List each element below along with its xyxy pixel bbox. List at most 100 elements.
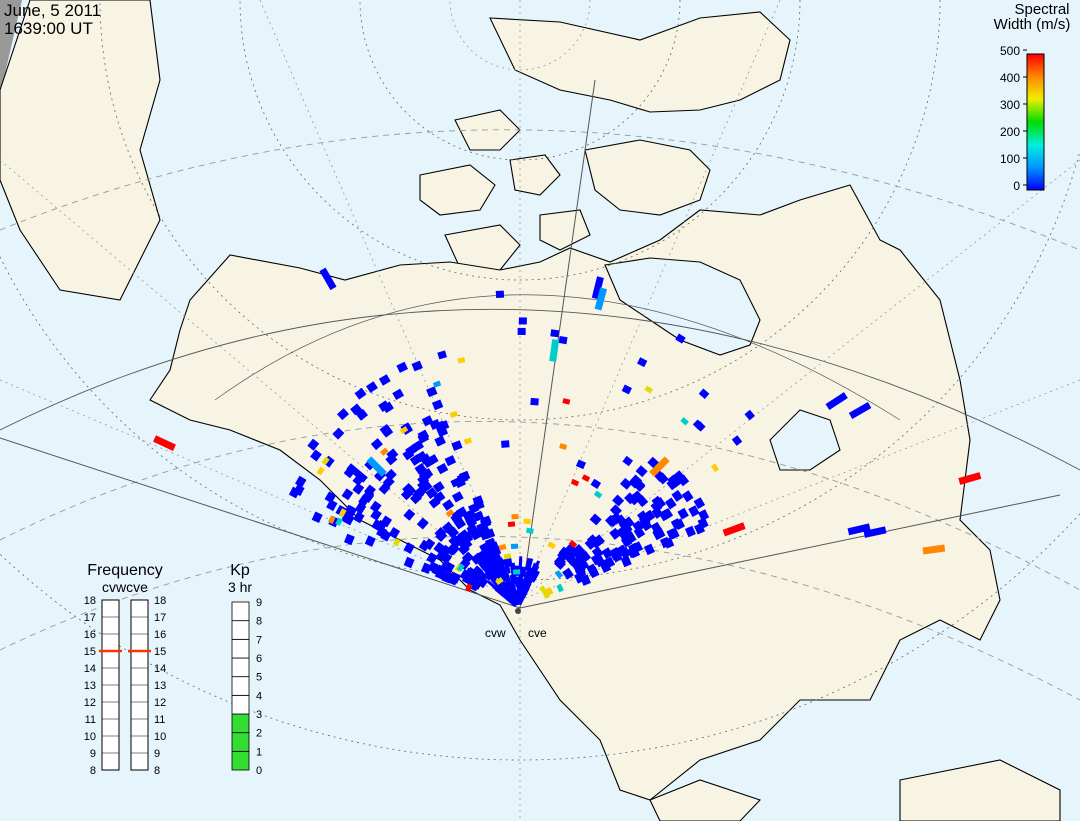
backscatter-cell [671,489,684,502]
backscatter-cell [649,456,670,477]
backscatter-cell [670,518,683,530]
backscatter-cell [435,549,448,562]
kp-cell [231,732,250,752]
backscatter-cell [635,465,648,478]
backscatter-cell [533,560,541,571]
backscatter-cell [590,553,603,566]
backscatter-cell [588,566,600,579]
backscatter-cell [379,423,392,436]
south-america [899,759,1061,821]
radar-site-marker [515,608,521,614]
backscatter-cell [494,562,502,573]
backscatter-cell [392,538,401,547]
backscatter-cell [419,453,432,465]
backscatter-cell [355,408,369,421]
backscatter-cell [580,574,591,586]
backscatter-cell [153,435,176,451]
kp-cell [231,750,250,771]
frequency-tick-right: 14 [154,663,166,675]
backscatter-cell [564,543,578,556]
backscatter-cell [526,527,534,534]
backscatter-cell [432,481,445,493]
backscatter-cell [519,578,524,589]
backscatter-cell [654,496,666,509]
backscatter-cell [428,496,441,509]
backscatter-cell [472,510,485,522]
backscatter-cell [542,590,550,599]
backscatter-cell [518,317,527,325]
frequency-tick-left: 11 [85,714,96,726]
kp-cell [231,676,250,696]
night-corner [0,0,22,95]
backscatter-cell [343,533,355,546]
backscatter-cells [153,267,982,607]
backscatter-cell [601,547,614,560]
backscatter-cell [621,384,632,395]
backscatter-cell [489,569,499,580]
backscatter-cell [622,516,635,529]
frequency-tick-left: 8 [90,765,96,777]
backscatter-cell [698,388,710,400]
backscatter-cell [624,492,637,505]
backscatter-cell [346,463,368,483]
kp-cell [231,620,250,640]
backscatter-cell [465,583,473,592]
backscatter-cell [396,361,408,373]
backscatter-cell [511,514,519,520]
backscatter-cell [488,562,497,573]
kp-tick-label: 4 [256,690,262,702]
backscatter-cell [609,548,621,561]
radar-label-east: cve [528,626,547,640]
backscatter-cell [636,495,649,508]
kp-tick-label: 5 [256,672,262,684]
backscatter-cell [654,527,666,540]
backscatter-cell [444,455,457,467]
backscatter-cell [454,517,466,530]
backscatter-cell [470,566,483,579]
arctic-island-3 [509,154,561,196]
backscatter-cell [510,543,519,549]
backscatter-cell [445,509,455,518]
radar-label-west: cvw [485,626,506,640]
kp-cell [231,713,250,734]
kp-cell [231,638,250,659]
backscatter-cell [549,339,560,362]
colorbar-tick-label: 0 [1013,179,1020,193]
backscatter-cell [498,543,507,551]
backscatter-cell [619,519,631,532]
backscatter-cell [456,472,469,484]
backscatter-cell [417,432,430,444]
backscatter-cell [517,594,522,605]
backscatter-cell [388,526,401,539]
backscatter-cell [591,546,604,559]
colorbar-tick-label: 500 [1000,44,1020,58]
backscatter-cell [341,488,354,501]
backscatter-cell [417,473,430,486]
backscatter-cell [426,552,438,565]
backscatter-cell [311,511,323,524]
backscatter-cell [425,487,438,500]
backscatter-cell [512,569,521,575]
backscatter-cell [369,500,382,513]
frequency-tick-left: 12 [84,697,96,709]
backscatter-cell [562,567,574,580]
backscatter-cell [637,357,648,368]
backscatter-cell [463,437,472,445]
backscatter-cell [666,478,679,491]
backscatter-cell [630,474,643,487]
backscatter-cell [307,438,320,451]
backscatter-cell [591,276,604,300]
backscatter-cell [324,491,337,504]
backscatter-cell [684,525,696,538]
backscatter-cell [681,490,694,503]
backscatter-cell [504,561,510,572]
backscatter-cell [421,562,432,575]
backscatter-cell [436,462,449,475]
backscatter-cell [612,494,625,507]
frequency-tick-right: 18 [154,595,166,607]
arctic-island-4 [444,224,521,271]
backscatter-cell [450,536,463,549]
backscatter-cell [378,482,391,495]
backscatter-cell [545,586,554,596]
backscatter-cell [449,410,458,418]
